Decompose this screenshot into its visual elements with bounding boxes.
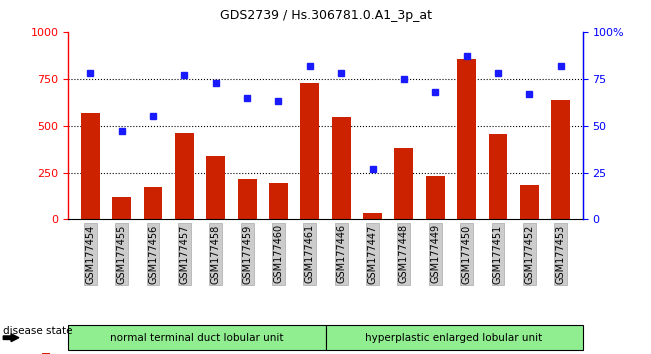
Text: GDS2739 / Hs.306781.0.A1_3p_at: GDS2739 / Hs.306781.0.A1_3p_at xyxy=(219,9,432,22)
Bar xyxy=(488,134,507,219)
Bar xyxy=(457,59,476,219)
Bar xyxy=(238,179,256,219)
Bar xyxy=(269,183,288,219)
Text: normal terminal duct lobular unit: normal terminal duct lobular unit xyxy=(110,333,284,343)
Bar xyxy=(551,100,570,219)
Bar xyxy=(363,213,382,219)
Bar xyxy=(332,117,351,219)
Text: disease state: disease state xyxy=(3,326,73,336)
Bar xyxy=(144,187,163,219)
Bar xyxy=(395,148,413,219)
Bar xyxy=(520,185,539,219)
Bar xyxy=(426,176,445,219)
Bar xyxy=(112,197,131,219)
Bar xyxy=(300,82,319,219)
Bar xyxy=(206,156,225,219)
Text: hyperplastic enlarged lobular unit: hyperplastic enlarged lobular unit xyxy=(365,333,543,343)
Bar xyxy=(81,113,100,219)
Bar xyxy=(175,133,194,219)
